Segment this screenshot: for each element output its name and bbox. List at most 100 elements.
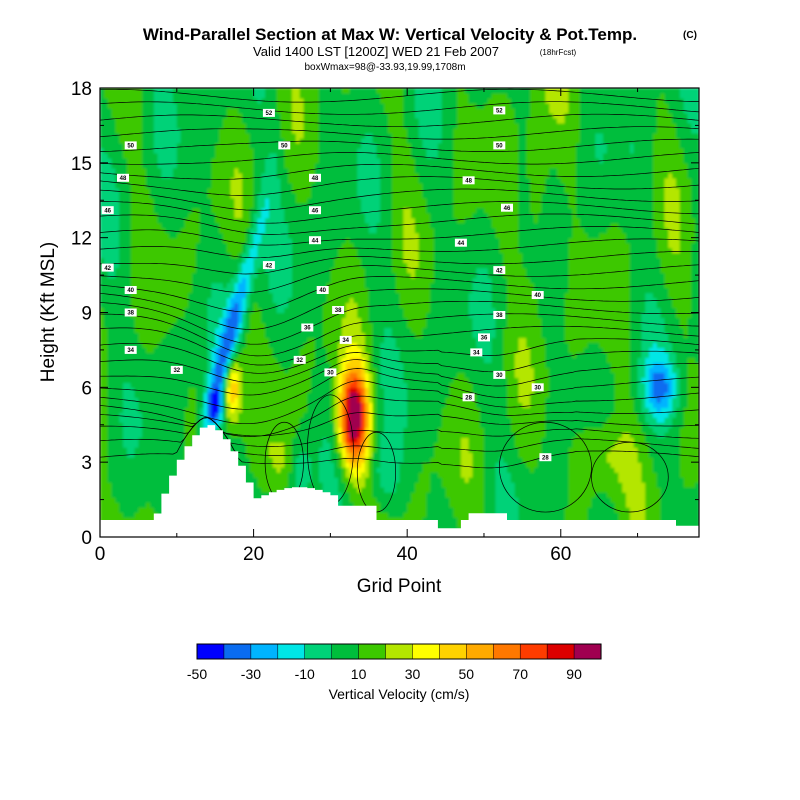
field-cell [119, 307, 124, 314]
field-cell [100, 257, 105, 264]
field-cell [138, 442, 143, 448]
field-cell [123, 422, 128, 428]
field-cell [215, 197, 220, 204]
field-cell [134, 102, 139, 109]
field-cell [215, 207, 220, 214]
field-cell [284, 247, 289, 254]
field-cell [138, 152, 143, 159]
field-cell [242, 297, 247, 304]
field-cell [261, 302, 266, 309]
field-cell [230, 147, 235, 154]
field-cell [230, 237, 235, 244]
field-cell [142, 392, 147, 398]
field-cell [261, 287, 266, 294]
field-cell [195, 317, 201, 324]
field-cell [153, 287, 159, 294]
field-cell [295, 402, 301, 408]
field-cell [180, 357, 186, 363]
field-cell [215, 247, 220, 254]
field-cell [203, 202, 209, 209]
field-cell [242, 182, 247, 189]
field-cell [165, 472, 170, 478]
field-cell [222, 342, 228, 349]
field-cell [146, 217, 151, 224]
field-cell [157, 107, 163, 114]
field-cell [195, 357, 201, 363]
field-cell [195, 342, 201, 349]
field-cell [119, 157, 124, 164]
field-cell [172, 167, 178, 174]
field-cell [265, 332, 270, 339]
field-cell [195, 402, 201, 408]
field-cell [184, 392, 189, 398]
field-cell [284, 147, 289, 154]
field-cell [153, 137, 159, 144]
field-cell [291, 312, 297, 319]
field-cell [161, 477, 166, 483]
field-cell [272, 247, 278, 254]
field-cell [207, 182, 212, 189]
field-cell [215, 262, 220, 269]
field-cell [153, 117, 159, 124]
field-cell [257, 432, 262, 438]
field-cell [134, 492, 139, 498]
field-cell [142, 432, 147, 438]
field-cell [188, 222, 193, 229]
field-cell [115, 272, 120, 279]
field-cell [268, 402, 274, 408]
field-cell [234, 307, 239, 314]
field-cell [249, 412, 255, 418]
field-cell [157, 182, 163, 189]
field-cell [111, 362, 116, 368]
field-cell [234, 332, 239, 339]
field-cell [257, 142, 262, 149]
field-cell [280, 442, 285, 448]
field-cell [261, 102, 266, 109]
field-cell [268, 462, 274, 468]
field-cell [100, 397, 105, 403]
field-cell [238, 167, 243, 174]
field-cell [192, 197, 197, 204]
field-cell [184, 222, 189, 229]
field-cell [257, 492, 262, 498]
field-cell [199, 417, 205, 423]
field-cell [238, 462, 243, 468]
field-cell [226, 167, 232, 174]
field-cell [303, 227, 308, 234]
field-cell [307, 192, 312, 199]
field-cell [195, 372, 201, 378]
field-cell [130, 487, 136, 493]
field-cell [111, 332, 116, 339]
field-cell [215, 212, 220, 219]
field-cell [161, 307, 166, 314]
field-cell [307, 452, 312, 458]
field-cell [149, 252, 155, 259]
field-cell [242, 252, 247, 259]
field-cell [265, 422, 270, 428]
field-cell [115, 467, 120, 473]
field-cell [257, 112, 262, 119]
field-cell [253, 312, 259, 319]
field-cell [307, 88, 312, 94]
field-cell [123, 342, 128, 349]
field-cell [142, 147, 147, 154]
field-cell [134, 177, 139, 184]
field-cell [184, 297, 189, 304]
field-cell [295, 272, 301, 279]
field-cell [176, 282, 182, 289]
field-cell [234, 227, 239, 234]
field-cell [119, 237, 124, 244]
field-cell [184, 317, 189, 324]
field-cell [107, 487, 113, 493]
field-cell [157, 507, 163, 513]
field-cell [268, 132, 274, 139]
field-cell [207, 282, 212, 289]
field-cell [203, 197, 209, 204]
field-cell [303, 88, 308, 94]
field-cell [226, 192, 232, 199]
field-cell [138, 402, 143, 408]
field-cell [245, 142, 251, 149]
field-cell [195, 117, 201, 124]
field-cell [195, 88, 201, 94]
field-cell [253, 292, 259, 299]
